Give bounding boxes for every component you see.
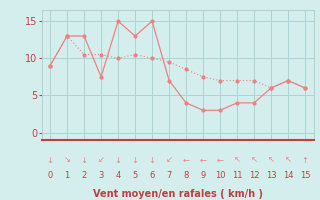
Text: Vent moyen/en rafales ( km/h ): Vent moyen/en rafales ( km/h )	[92, 189, 263, 199]
Text: ↓: ↓	[132, 156, 139, 165]
Text: 0: 0	[47, 171, 53, 180]
Text: ↑: ↑	[302, 156, 308, 165]
Text: 6: 6	[149, 171, 155, 180]
Text: 7: 7	[166, 171, 172, 180]
Text: 11: 11	[232, 171, 242, 180]
Text: ↓: ↓	[47, 156, 54, 165]
Text: ↙: ↙	[166, 156, 172, 165]
Text: 8: 8	[183, 171, 189, 180]
Text: 5: 5	[132, 171, 138, 180]
Text: ↘: ↘	[64, 156, 71, 165]
Text: 3: 3	[99, 171, 104, 180]
Text: 4: 4	[116, 171, 121, 180]
Text: 13: 13	[266, 171, 276, 180]
Text: ←: ←	[217, 156, 224, 165]
Text: 14: 14	[283, 171, 293, 180]
Text: ↓: ↓	[81, 156, 88, 165]
Text: 1: 1	[64, 171, 70, 180]
Text: ↖: ↖	[268, 156, 275, 165]
Text: ←: ←	[183, 156, 189, 165]
Text: ←: ←	[200, 156, 207, 165]
Text: ↓: ↓	[115, 156, 122, 165]
Text: 12: 12	[249, 171, 259, 180]
Text: ↖: ↖	[284, 156, 292, 165]
Text: 9: 9	[200, 171, 206, 180]
Text: ↖: ↖	[251, 156, 258, 165]
Text: 15: 15	[300, 171, 310, 180]
Text: ↓: ↓	[148, 156, 156, 165]
Text: ↖: ↖	[234, 156, 241, 165]
Text: 2: 2	[82, 171, 87, 180]
Text: 10: 10	[215, 171, 225, 180]
Text: ↙: ↙	[98, 156, 105, 165]
